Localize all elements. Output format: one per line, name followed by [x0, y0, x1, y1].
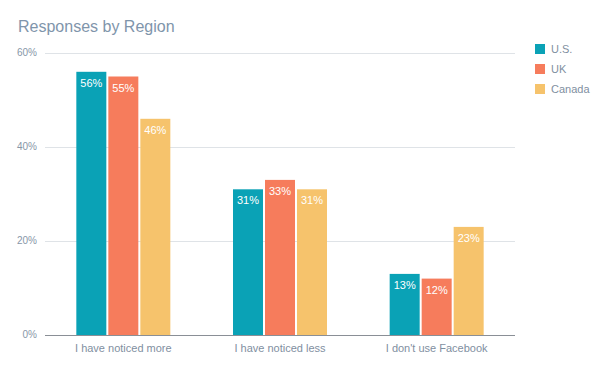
data-label: 56%: [80, 77, 102, 89]
bar: [76, 72, 106, 335]
legend: U.S. UK Canada: [535, 43, 590, 95]
grid-line: [45, 53, 515, 54]
data-label: 31%: [237, 194, 259, 206]
legend-swatch: [535, 84, 545, 94]
x-tick-label: I have noticed less: [234, 342, 326, 354]
x-tick-label: I don't use Facebook: [386, 342, 488, 354]
bar: [422, 279, 452, 335]
legend-swatch: [535, 44, 545, 54]
data-label: 23%: [458, 232, 480, 244]
bar: [390, 274, 420, 335]
data-label: 46%: [144, 124, 166, 136]
chart-container: Responses by Region0%20%40%60%56%31%13%5…: [0, 0, 600, 370]
bar: [454, 227, 484, 335]
bar: [108, 77, 138, 336]
y-tick-label: 40%: [17, 141, 37, 152]
legend-swatch: [535, 64, 545, 74]
grid: [45, 53, 515, 335]
x-tick-label: I have noticed more: [75, 342, 172, 354]
legend-label: UK: [551, 63, 567, 75]
chart-title: Responses by Region: [18, 18, 175, 35]
data-label: 33%: [269, 185, 291, 197]
bar: [297, 189, 327, 335]
bar: [233, 189, 263, 335]
bars: [76, 72, 483, 335]
data-labels: 56% 31% 13% 55% 33% 12% 46% 31% 23%: [80, 77, 480, 296]
chart-svg: Responses by Region0%20%40%60%56%31%13%5…: [0, 0, 600, 370]
legend-label: Canada: [551, 83, 590, 95]
y-tick-label: 0%: [23, 329, 38, 340]
data-label: 31%: [301, 194, 323, 206]
y-tick-label: 20%: [17, 235, 37, 246]
bar: [265, 180, 295, 335]
y-tick-label: 60%: [17, 47, 37, 58]
bar: [140, 119, 170, 335]
data-label: 55%: [112, 82, 134, 94]
legend-label: U.S.: [551, 43, 572, 55]
data-label: 13%: [394, 279, 416, 291]
data-label: 12%: [426, 284, 448, 296]
